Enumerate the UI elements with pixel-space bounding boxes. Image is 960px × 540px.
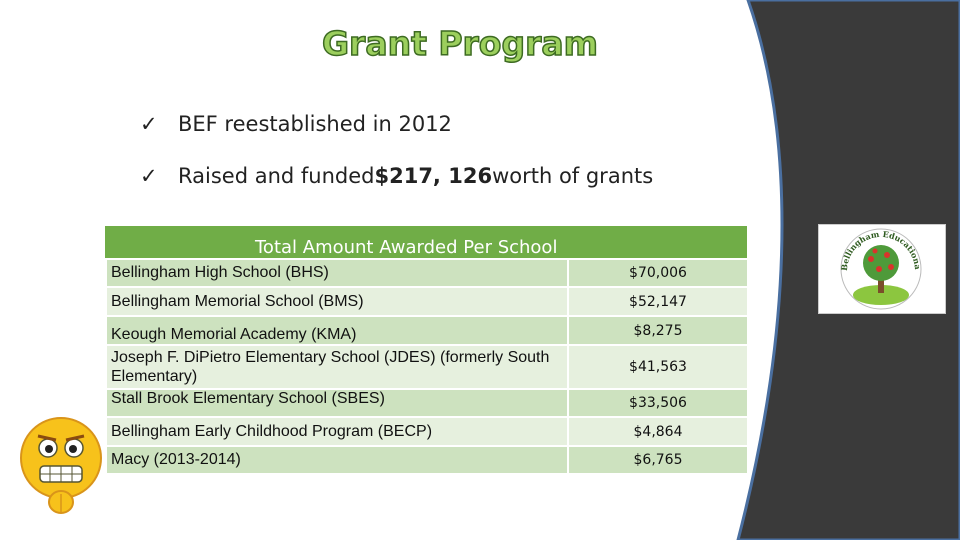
bullet-list: ✓ BEF reestablished in 2012 ✓ Raised and… [140,106,653,210]
award-amount: $8,275 [567,315,749,346]
check-icon: ✓ [140,164,158,188]
grimacing-face-icon [20,417,102,514]
table-row: Keough Memorial Academy (KMA) $8,275 [105,315,749,346]
award-amount: $70,006 [567,258,749,288]
bullet-text: BEF reestablished in 2012 [178,112,452,136]
school-name: Joseph F. DiPietro Elementary School (JD… [105,344,569,390]
awards-table: Total Amount Awarded Per School Bellingh… [105,226,749,475]
award-amount: $41,563 [567,344,749,390]
award-amount: $33,506 [567,388,749,418]
table-row: Macy (2013-2014) $6,765 [105,445,749,475]
award-amount: $52,147 [567,286,749,317]
table-row: Bellingham High School (BHS) $70,006 [105,258,749,288]
bullet-item: ✓ BEF reestablished in 2012 [140,106,653,142]
bullet-text-post: worth of grants [492,164,654,188]
table-row: Stall Brook Elementary School (SBES) $33… [105,388,749,418]
school-name: Macy (2013-2014) [105,445,569,475]
school-name: Stall Brook Elementary School (SBES) [105,388,569,418]
slide-title: Grant Program [321,23,599,64]
bullet-item: ✓ Raised and funded $217, 126 worth of g… [140,158,653,194]
school-name: Bellingham Memorial School (BMS) [105,286,569,317]
table-row: Joseph F. DiPietro Elementary School (JD… [105,344,749,390]
school-name: Bellingham Early Childhood Program (BECP… [105,416,569,447]
check-icon: ✓ [140,112,158,136]
foundation-logo: Bellingham Educational Foundation [816,217,946,314]
table-header: Total Amount Awarded Per School [105,226,747,258]
school-name: Keough Memorial Academy (KMA) [105,315,569,346]
award-amount: $6,765 [567,445,749,475]
bullet-text-pre: Raised and funded [178,164,375,188]
table-row: Bellingham Early Childhood Program (BECP… [105,416,749,447]
bullet-text-amount: $217, 126 [374,164,493,188]
school-name: Bellingham High School (BHS) [105,258,569,288]
award-amount: $4,864 [567,416,749,447]
table-row: Bellingham Memorial School (BMS) $52,147 [105,286,749,317]
